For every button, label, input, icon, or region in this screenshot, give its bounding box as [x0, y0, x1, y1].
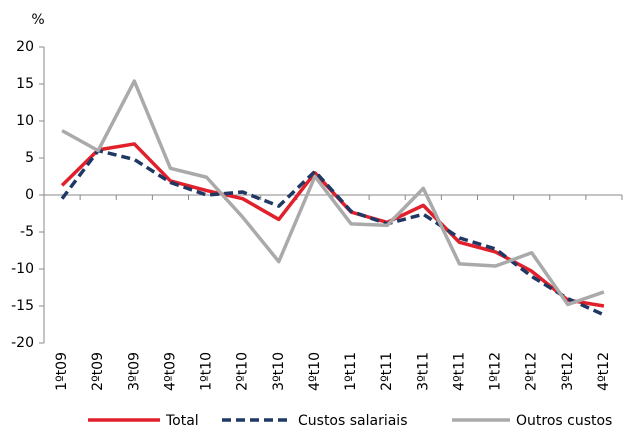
legend-label: Total [165, 413, 199, 429]
y-tick-label: -10 [11, 261, 34, 277]
legend-label: Custos salariais [298, 413, 408, 429]
y-tick-label: 10 [16, 113, 34, 129]
x-tick-label: 3ºt10 [271, 352, 287, 391]
x-tick-label: 4ºt10 [307, 352, 323, 391]
x-tick-label: 1ºt12 [488, 352, 504, 391]
y-unit-label: % [31, 12, 44, 28]
x-tick-label: 1ºt10 [199, 352, 215, 391]
series-line [61, 79, 605, 307]
x-tick-label: 3ºt11 [415, 352, 431, 391]
series-line [60, 148, 605, 317]
x-tick-label: 4ºt11 [451, 352, 467, 391]
y-tick-label: -15 [11, 298, 34, 314]
series-line [60, 142, 605, 308]
x-tick-label: 4ºt12 [596, 352, 612, 391]
y-tick-label: -20 [11, 335, 34, 351]
y-tick-label: 20 [16, 39, 34, 55]
legend-label: Outros custos [516, 413, 612, 429]
x-tick-label: 3ºt12 [560, 352, 576, 391]
y-tick-label: 15 [16, 76, 34, 92]
x-tick-label: 2ºt10 [235, 352, 251, 391]
y-tick-label: -5 [20, 224, 34, 240]
x-tick-label: 2ºt12 [524, 352, 540, 391]
x-tick-label: 2ºt09 [90, 352, 106, 391]
y-tick-label: 0 [25, 187, 34, 203]
x-tick-label: 4ºt09 [162, 352, 178, 391]
x-tick-label: 1ºt11 [343, 352, 359, 391]
x-tick-label: 3ºt09 [126, 352, 142, 391]
x-tick-label: 2ºt11 [379, 352, 395, 391]
x-tick-label: 1ºt09 [54, 352, 70, 391]
y-tick-label: 5 [25, 150, 34, 166]
